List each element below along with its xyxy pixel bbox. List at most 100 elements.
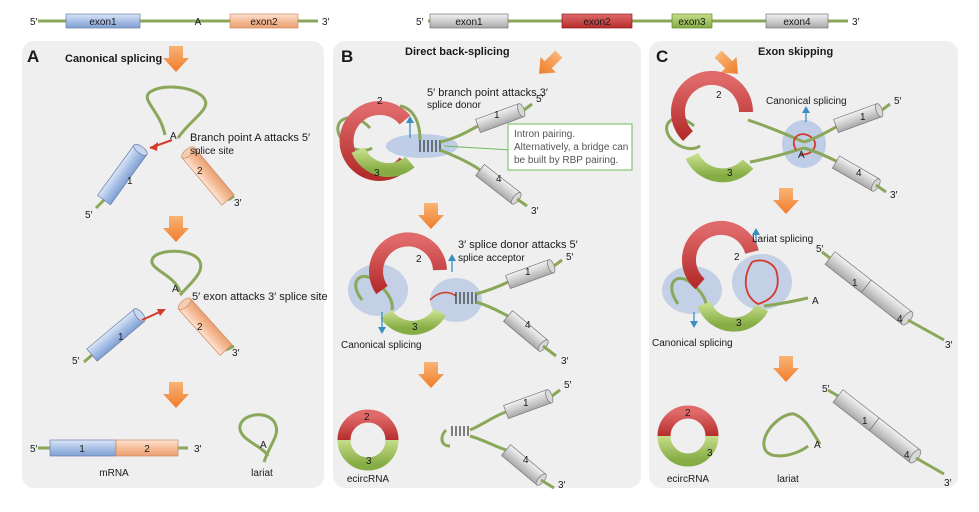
gene-exon3-label: exon3 bbox=[678, 17, 706, 28]
panel-c-background bbox=[649, 41, 958, 488]
note-line2: Alternatively, a bridge can bbox=[514, 142, 628, 153]
mrna-five-prime: 5′ bbox=[30, 444, 38, 455]
exon2-number: 2 bbox=[416, 254, 422, 265]
step1-label-line1: Branch point A attacks 5′ bbox=[190, 132, 310, 144]
exon3-number: 3 bbox=[374, 168, 380, 179]
exon4-number: 4 bbox=[897, 314, 903, 325]
back-splice-step2: 2 3 1 4 3′ splice donor attacks 5′ splic… bbox=[341, 232, 578, 367]
exon1-number: 1 bbox=[127, 176, 133, 187]
pre-mrna-step2: A 5′ exon attacks 3′ splice site 1 2 5′ … bbox=[72, 249, 328, 367]
exon3-number: 3 bbox=[366, 456, 372, 467]
lariat-product: A lariat bbox=[238, 413, 279, 479]
exon2-number: 2 bbox=[364, 412, 370, 423]
lariat-branch: A bbox=[814, 440, 821, 451]
lariat-product: A lariat bbox=[762, 412, 822, 485]
ecircrna-label: ecircRNA bbox=[347, 474, 390, 485]
note-line3: be built by RBP pairing. bbox=[514, 155, 618, 166]
three-prime-label: 3′ bbox=[890, 190, 898, 201]
gene-five-prime: 5′ bbox=[416, 17, 424, 28]
three-prime-label: 3′ bbox=[234, 198, 242, 209]
linear-remainder: 1 4 5′ 3′ bbox=[440, 380, 572, 491]
five-prime-label: 5′ bbox=[822, 384, 830, 395]
exon1-number: 1 bbox=[852, 278, 858, 289]
step2-label-line2: splice acceptor bbox=[458, 253, 525, 264]
note-line1: Intron pairing. bbox=[514, 129, 575, 140]
exon4-number: 4 bbox=[856, 168, 862, 179]
gene-two-exon: 5′ 3′ exon1 A exon2 bbox=[30, 13, 330, 29]
panel-b: B Direct back-splicing 2 3 1 bbox=[336, 46, 633, 491]
exon3-number: 3 bbox=[727, 168, 733, 179]
branch-point-label: A bbox=[798, 150, 805, 161]
panel-c-letter: C bbox=[656, 47, 668, 66]
gene-exon4-box bbox=[765, 13, 829, 29]
ecircrna-product: 2 3 ecircRNA bbox=[657, 405, 719, 485]
step1-label-line2: splice site bbox=[190, 146, 234, 157]
exon4-number: 4 bbox=[904, 450, 910, 461]
gene-three-prime: 3′ bbox=[322, 17, 330, 28]
exon1-number: 1 bbox=[860, 112, 866, 123]
gene-exon1-label: exon1 bbox=[455, 17, 483, 28]
five-prime-label: 5′ bbox=[72, 356, 80, 367]
three-prime-label: 3′ bbox=[945, 340, 953, 351]
branch-point-label: A bbox=[172, 284, 179, 295]
exon4-number: 4 bbox=[496, 174, 502, 185]
gene-exon3-box bbox=[671, 13, 713, 29]
mrna-exon1-number: 1 bbox=[79, 444, 85, 455]
gene-three-prime: 3′ bbox=[852, 17, 860, 28]
step1-label-line1: 5′ branch point attacks 3′ bbox=[427, 87, 548, 99]
exon2-number: 2 bbox=[197, 322, 203, 333]
mrna-label: mRNA bbox=[99, 468, 129, 479]
pre-mrna-step1: A Branch point A attacks 5′ splice site … bbox=[85, 85, 310, 221]
gene-exon2-label: exon2 bbox=[583, 17, 611, 28]
panel-b-title: Direct back-splicing bbox=[405, 46, 510, 58]
gene-exon4-label: exon4 bbox=[783, 17, 811, 28]
branch-point-label: A bbox=[812, 296, 819, 307]
exon-skip-step1: 2 3 1 4 A Canonical splicing 5′ 3′ bbox=[665, 70, 902, 201]
exon1-number: 1 bbox=[494, 110, 500, 121]
five-prime-label: 5′ bbox=[566, 252, 574, 263]
gene-exon2-box bbox=[229, 13, 299, 29]
ecircrna-product: 2 3 ecircRNA bbox=[337, 409, 399, 485]
branch-point-label: A bbox=[170, 131, 177, 142]
panel-a: A Canonical splicing A Branch point A at… bbox=[27, 46, 328, 479]
exon2-number: 2 bbox=[734, 252, 740, 263]
step1-label-line2: splice donor bbox=[427, 100, 482, 111]
three-prime-label: 3′ bbox=[558, 480, 566, 491]
exon1-number: 1 bbox=[862, 416, 868, 427]
exon1-number: 1 bbox=[523, 398, 529, 409]
gene-exon1-box bbox=[429, 13, 509, 29]
canonical-splicing-label: Canonical splicing bbox=[341, 340, 422, 351]
five-prime-label: 5′ bbox=[564, 380, 572, 391]
five-prime-label: 5′ bbox=[816, 244, 824, 255]
exon2-number: 2 bbox=[716, 90, 722, 101]
gene-exon2-label: exon2 bbox=[250, 17, 278, 28]
lariat-label: lariat bbox=[251, 468, 273, 479]
exon3-number: 3 bbox=[412, 322, 418, 333]
step2-label-line1: 3′ splice donor attacks 5′ bbox=[458, 239, 578, 251]
lariat-splicing-label: Lariat splicing bbox=[752, 234, 813, 245]
exon2-number: 2 bbox=[197, 166, 203, 177]
mrna-product: 5′ 1 2 3′ mRNA bbox=[30, 439, 202, 479]
gene-exon2-box bbox=[561, 13, 633, 29]
panel-a-background bbox=[22, 41, 324, 488]
gene-exon1-box bbox=[65, 13, 141, 29]
gene-five-prime: 5′ bbox=[30, 17, 38, 28]
three-prime-label: 3′ bbox=[531, 206, 539, 217]
lariat-label: lariat bbox=[777, 474, 799, 485]
panel-c: C Exon skipping 2 3 1 4 A Canonical spl bbox=[652, 46, 953, 489]
three-prime-label: 3′ bbox=[944, 478, 952, 489]
gene-branch-label: A bbox=[195, 17, 202, 28]
exon3-number: 3 bbox=[707, 448, 713, 459]
back-splice-step1: 2 3 1 4 5′ branch point attacks 3′ splic… bbox=[336, 87, 633, 217]
exon3-number: 3 bbox=[736, 318, 742, 329]
panel-a-letter: A bbox=[27, 47, 39, 66]
mrna-exon2-number: 2 bbox=[144, 444, 150, 455]
exon1-number: 1 bbox=[118, 332, 124, 343]
canonical-splicing-label: Canonical splicing bbox=[766, 96, 847, 107]
exon4-number: 4 bbox=[525, 320, 531, 331]
intron-pairing-note bbox=[507, 123, 633, 171]
step2-label: 5′ exon attacks 3′ splice site bbox=[192, 291, 328, 303]
mrna-three-prime: 3′ bbox=[194, 444, 202, 455]
